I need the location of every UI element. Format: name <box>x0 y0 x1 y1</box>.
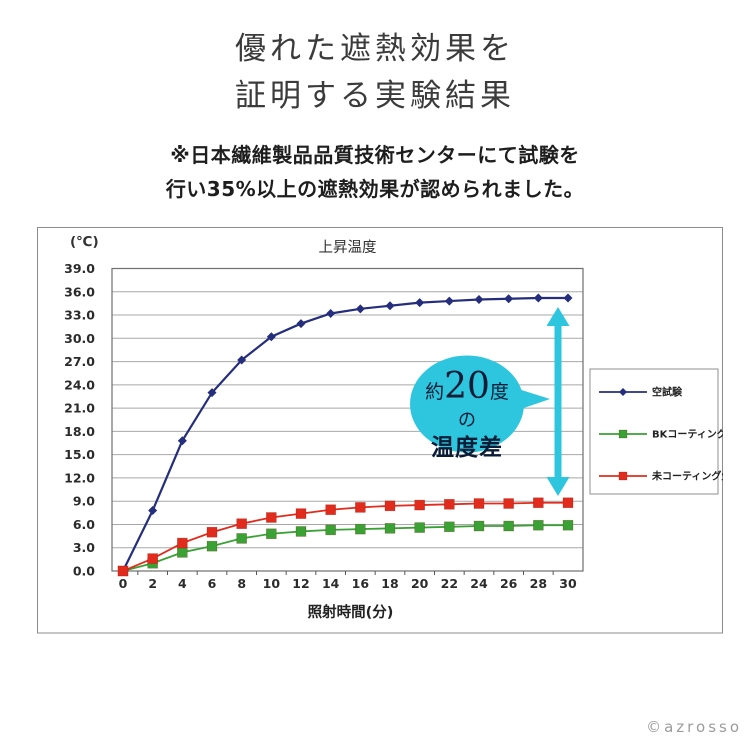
page-subtitle: ※日本繊維製品品質技術センターにて試験を 行い35%以上の遮熱効果が認められまし… <box>0 138 750 206</box>
svg-text:30: 30 <box>559 576 577 591</box>
x-axis-tick-labels: 0 2 4 6 8 10 12 14 16 18 20 22 24 26 28 30 <box>119 576 577 591</box>
svg-text:6: 6 <box>208 576 217 591</box>
svg-text:9.0: 9.0 <box>73 494 95 509</box>
chart-legend: 空試験 BKコーティング生地未コーティング生地 <box>589 368 747 495</box>
svg-text:33.0: 33.0 <box>64 308 95 323</box>
series-line-2 <box>117 497 574 577</box>
page-title: 優れた遮熱効果を 証明する実験結果 <box>0 26 750 120</box>
series-line-0 <box>118 293 573 576</box>
svg-text:22: 22 <box>441 576 458 591</box>
svg-text:39.0: 39.0 <box>64 261 95 276</box>
svg-text:18: 18 <box>381 576 398 591</box>
svg-text:27.0: 27.0 <box>64 354 95 369</box>
svg-text:3.0: 3.0 <box>73 540 95 555</box>
annotation-line1: 約20度 <box>425 366 509 407</box>
svg-text:6.0: 6.0 <box>73 517 95 532</box>
svg-text:21.0: 21.0 <box>64 401 95 416</box>
svg-text:15.0: 15.0 <box>64 447 95 462</box>
y-axis-tick-labels: 0.0 3.0 6.0 9.0 12.0 15.0 18.0 21.0 24.0 27.0 30.0… <box>64 261 95 579</box>
svg-text:BKコーティング生地: BKコーティング生地 <box>652 428 723 441</box>
y-axis-unit-label: (℃) <box>70 234 99 250</box>
x-axis-ticks <box>137 571 554 575</box>
chart-title: 上昇温度 <box>319 239 377 256</box>
legend-item-2: 未コーティング生地 <box>599 470 741 483</box>
legend-item-0: 空試験 <box>599 386 683 399</box>
svg-text:18.0: 18.0 <box>64 424 95 439</box>
svg-text:20: 20 <box>411 576 429 591</box>
temperature-diff-arrow <box>546 307 570 496</box>
svg-text:2: 2 <box>148 576 157 591</box>
svg-text:0.0: 0.0 <box>73 564 95 579</box>
svg-text:16: 16 <box>352 576 370 591</box>
page-subtitle-line1: ※日本繊維製品品質技術センターにて試験を <box>170 143 580 167</box>
svg-text:12: 12 <box>292 576 309 591</box>
svg-text:24.0: 24.0 <box>64 377 95 392</box>
annotation-line2: の <box>458 410 476 431</box>
svg-text:14: 14 <box>322 576 340 591</box>
svg-text:空試験: 空試験 <box>652 386 683 399</box>
page-title-line2: 証明する実験結果 <box>235 78 515 114</box>
page-title-line1: 優れた遮熱効果を <box>235 31 515 67</box>
svg-text:36.0: 36.0 <box>64 284 95 299</box>
svg-text:10: 10 <box>263 576 281 591</box>
page-subtitle-line2: 行い35%以上の遮熱効果が認められました。 <box>165 177 585 201</box>
svg-text:4: 4 <box>178 576 187 591</box>
svg-text:8: 8 <box>237 576 246 591</box>
svg-text:12.0: 12.0 <box>64 470 95 485</box>
svg-text:未コーティング生地: 未コーティング生地 <box>651 470 723 483</box>
copyright-text: ©azrosso <box>646 718 742 736</box>
temperature-chart-svg: 0.0 3.0 6.0 9.0 12.0 15.0 18.0 21.0 24.0 27.0 30.0… <box>37 227 747 634</box>
annotation-line3: 温度差 <box>431 434 503 461</box>
svg-text:30.0: 30.0 <box>64 331 95 346</box>
plot-area-border <box>111 267 584 572</box>
x-axis-title: 照射時間(分) <box>308 603 394 621</box>
svg-text:24: 24 <box>470 576 488 591</box>
svg-text:26: 26 <box>500 576 518 591</box>
temperature-chart: 0.0 3.0 6.0 9.0 12.0 15.0 18.0 21.0 24.0 27.0 30.0… <box>37 227 747 634</box>
svg-text:0: 0 <box>119 576 128 591</box>
svg-text:28: 28 <box>530 576 547 591</box>
